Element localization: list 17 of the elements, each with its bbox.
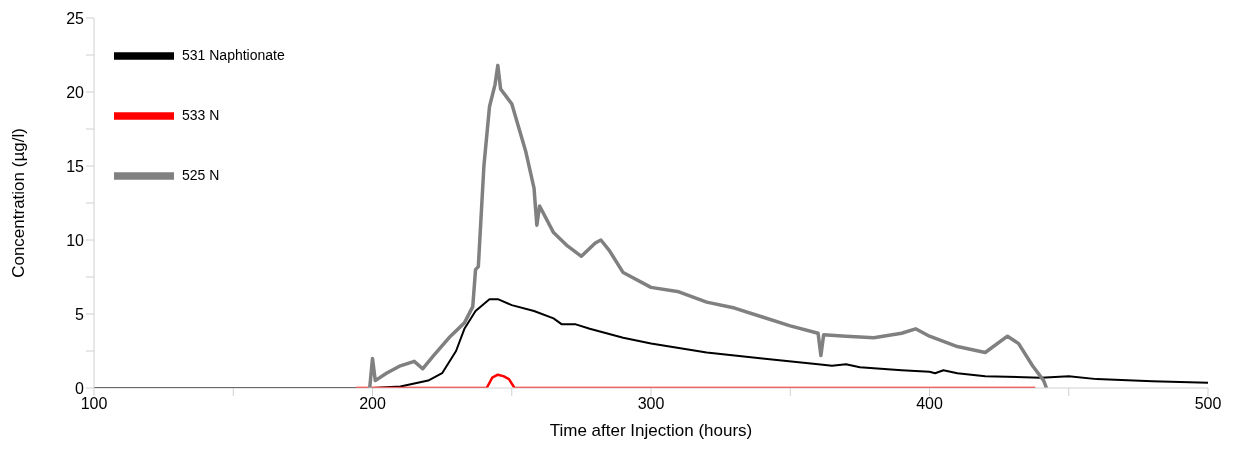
x-tick-label: 300 <box>637 395 665 413</box>
x-tick-label: 100 <box>80 395 108 413</box>
y-tick-label: 15 <box>66 157 85 175</box>
x-tick-label: 400 <box>916 395 943 413</box>
y-tick-label: 20 <box>66 83 85 101</box>
y-tick-label: 25 <box>66 9 85 27</box>
x-tick-label: 200 <box>359 395 386 413</box>
line-series <box>367 63 1049 388</box>
y-axis-title: Concentration (µg/l) <box>9 128 29 278</box>
y-tick-label: 0 <box>75 379 85 397</box>
y-tick-label: 10 <box>66 231 85 249</box>
x-tick-label: 500 <box>1194 395 1222 413</box>
x-axis-title: Time after Injection (hours) <box>549 421 753 440</box>
legend-label: 525 N <box>182 166 220 183</box>
y-tick-label: 5 <box>75 305 85 323</box>
legend-label: 533 N <box>182 106 220 123</box>
legend-label: 531 Naphtionate <box>182 46 285 63</box>
